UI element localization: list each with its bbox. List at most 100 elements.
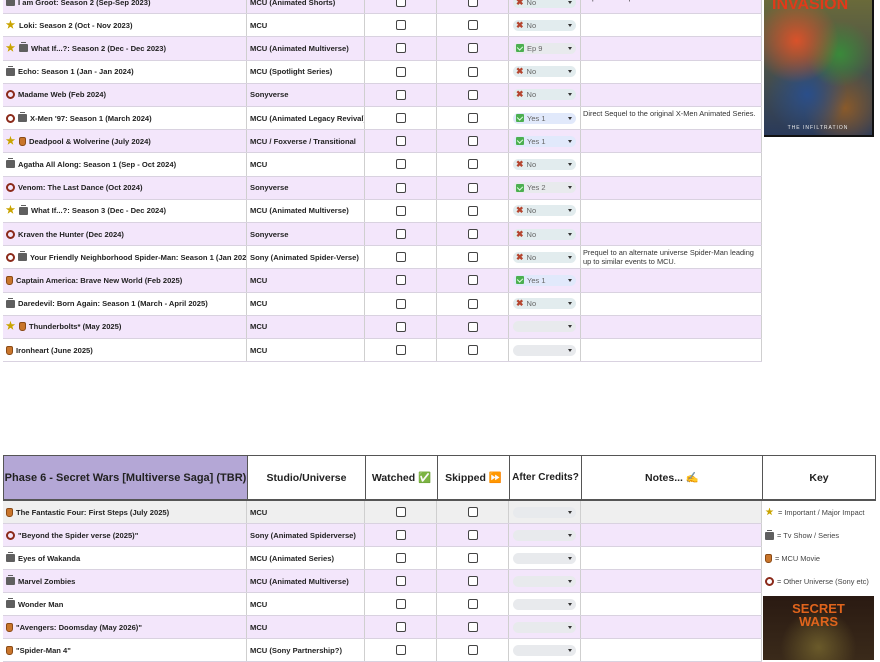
notes-cell[interactable] [581, 199, 762, 222]
notes-cell[interactable] [581, 153, 762, 176]
notes-cell[interactable] [581, 501, 762, 523]
title-text: Echo: Season 1 (Jan - Jan 2024) [18, 67, 134, 77]
watched-checkbox[interactable] [395, 321, 406, 332]
header-after-credits: After Credits? [510, 456, 582, 499]
watched-checkbox[interactable] [395, 345, 406, 356]
after-credits-dropdown[interactable]: Ep 9 [513, 42, 576, 54]
watched-checkbox[interactable] [395, 0, 406, 8]
skipped-checkbox[interactable] [467, 252, 478, 263]
after-credits-dropdown[interactable] [513, 529, 576, 541]
after-credits-dropdown[interactable]: ✖ No [513, 228, 576, 240]
skipped-checkbox[interactable] [467, 530, 478, 540]
notes-cell[interactable]: Super Short episodes. [581, 0, 762, 14]
after-credits-dropdown[interactable] [513, 344, 576, 356]
watched-checkbox[interactable] [395, 530, 406, 540]
after-credits-dropdown[interactable]: Yes 2 [513, 182, 576, 194]
watched-checkbox[interactable] [395, 576, 406, 586]
watched-checkbox[interactable] [395, 645, 406, 655]
after-credits-dropdown[interactable]: ✖ No [513, 158, 576, 170]
skipped-checkbox[interactable] [467, 113, 478, 124]
skipped-checkbox[interactable] [467, 507, 478, 517]
watched-checkbox[interactable] [395, 622, 406, 632]
notes-cell[interactable] [581, 130, 762, 153]
after-credits-dropdown[interactable]: Yes 1 [513, 135, 576, 147]
notes-cell[interactable] [581, 616, 762, 638]
notes-cell[interactable] [581, 60, 762, 83]
skipped-checkbox[interactable] [467, 0, 478, 8]
after-credits-dropdown[interactable]: ✖ No [513, 251, 576, 263]
skipped-checkbox[interactable] [467, 229, 478, 240]
notes-cell[interactable] [581, 292, 762, 315]
skipped-checkbox[interactable] [467, 553, 478, 563]
watched-checkbox[interactable] [395, 43, 406, 54]
studio-cell: MCU (Animated Multiverse) [247, 570, 365, 592]
watched-cell [365, 130, 437, 153]
notes-cell[interactable]: Direct Sequel to the original X-Men Anim… [581, 107, 762, 130]
after-credits-cell [509, 639, 581, 661]
skipped-checkbox[interactable] [467, 576, 478, 586]
notes-cell[interactable]: Prequel to an alternate universe Spider-… [581, 246, 762, 269]
notes-cell[interactable] [581, 339, 762, 362]
title-text: Eyes of Wakanda [18, 553, 81, 563]
after-credits-dropdown[interactable] [513, 321, 576, 333]
skipped-checkbox[interactable] [467, 298, 478, 309]
after-credits-dropdown[interactable] [513, 575, 576, 587]
skipped-checkbox[interactable] [467, 136, 478, 147]
after-credits-dropdown[interactable]: Yes 1 [513, 274, 576, 286]
after-credits-dropdown[interactable] [513, 621, 576, 633]
notes-cell[interactable] [581, 570, 762, 592]
notes-cell[interactable] [581, 37, 762, 60]
title-text: Madame Web (Feb 2024) [18, 90, 107, 100]
watched-checkbox[interactable] [395, 275, 406, 286]
after-credits-dropdown[interactable]: ✖ No [513, 0, 576, 8]
after-credits-dropdown[interactable] [513, 644, 576, 656]
watched-checkbox[interactable] [395, 20, 406, 31]
watched-checkbox[interactable] [395, 252, 406, 263]
skipped-checkbox[interactable] [467, 43, 478, 54]
skipped-checkbox[interactable] [467, 345, 478, 356]
notes-cell[interactable] [581, 14, 762, 37]
skipped-checkbox[interactable] [467, 645, 478, 655]
skipped-checkbox[interactable] [467, 275, 478, 286]
after-credits-dropdown[interactable]: ✖ No [513, 205, 576, 217]
notes-cell[interactable] [581, 223, 762, 246]
after-credits-dropdown[interactable]: Yes 1 [513, 112, 576, 124]
skipped-checkbox[interactable] [467, 599, 478, 609]
notes-cell[interactable] [581, 269, 762, 292]
after-credits-dropdown[interactable]: ✖ No [513, 298, 576, 310]
watched-checkbox[interactable] [395, 298, 406, 309]
skipped-checkbox[interactable] [467, 182, 478, 193]
watched-checkbox[interactable] [395, 113, 406, 124]
watched-checkbox[interactable] [395, 159, 406, 170]
after-credits-dropdown[interactable] [513, 506, 576, 518]
notes-cell[interactable] [581, 176, 762, 199]
watched-checkbox[interactable] [395, 205, 406, 216]
notes-cell[interactable] [581, 639, 762, 661]
notes-cell[interactable] [581, 547, 762, 569]
notes-cell[interactable] [581, 524, 762, 546]
skipped-checkbox[interactable] [467, 89, 478, 100]
watched-checkbox[interactable] [395, 136, 406, 147]
notes-cell[interactable] [581, 593, 762, 615]
skipped-checkbox[interactable] [467, 20, 478, 31]
watched-checkbox[interactable] [395, 89, 406, 100]
watched-checkbox[interactable] [395, 507, 406, 517]
dropdown-arrow-icon [568, 186, 572, 190]
after-credits-dropdown[interactable]: ✖ No [513, 19, 576, 31]
skipped-checkbox[interactable] [467, 66, 478, 77]
watched-checkbox[interactable] [395, 66, 406, 77]
skipped-checkbox[interactable] [467, 321, 478, 332]
after-credits-dropdown[interactable]: ✖ No [513, 89, 576, 101]
after-credits-dropdown[interactable] [513, 598, 576, 610]
after-credits-dropdown[interactable] [513, 552, 576, 564]
watched-checkbox[interactable] [395, 553, 406, 563]
skipped-checkbox[interactable] [467, 205, 478, 216]
skipped-checkbox[interactable] [467, 622, 478, 632]
notes-cell[interactable] [581, 83, 762, 106]
notes-cell[interactable] [581, 315, 762, 338]
watched-checkbox[interactable] [395, 229, 406, 240]
skipped-checkbox[interactable] [467, 159, 478, 170]
watched-checkbox[interactable] [395, 599, 406, 609]
watched-checkbox[interactable] [395, 182, 406, 193]
after-credits-dropdown[interactable]: ✖ No [513, 66, 576, 78]
